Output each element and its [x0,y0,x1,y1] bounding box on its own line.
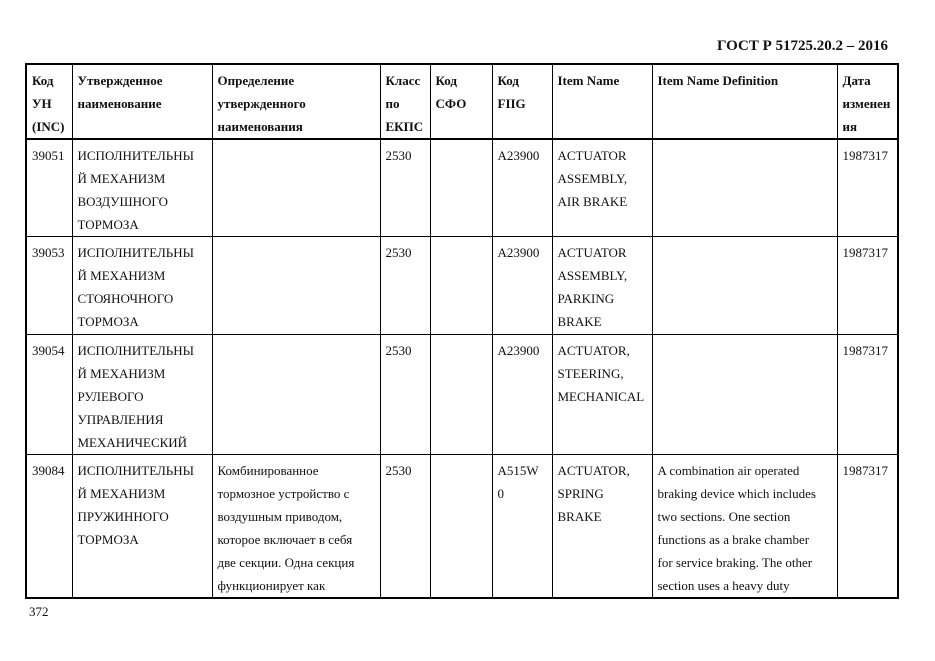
column-header: Определение утвержденного наименования [211,63,381,140]
table-cell: ACTUATOR ASSEMBLY, AIR BRAKE [551,138,653,237]
column-header: Дата изменен ия [836,63,899,140]
page-number: 372 [29,604,49,619]
table-cell: ИСПОЛНИТЕЛЬНЫ Й МЕХАНИЗМ РУЛЕВОГО УПРАВЛ… [71,334,213,455]
table-cell [651,138,838,237]
column-header: Код FIIG [491,63,553,140]
table-row: 39054 ИСПОЛНИТЕЛЬНЫ Й МЕХАНИЗМ РУЛЕВОГО У… [25,334,899,455]
table-cell: ACTUATOR, STEERING, MECHANICAL [551,334,653,455]
table-cell [211,334,381,455]
table-cell: 2530 [379,454,431,599]
column-header: Класс по ЕКПС [379,63,431,140]
column-header: Утвержденное наименование [71,63,213,140]
table-cell: ИСПОЛНИТЕЛЬНЫ Й МЕХАНИЗМ ВОЗДУШНОГО ТОРМ… [71,138,213,237]
table-cell [429,334,493,455]
table-cell [211,138,381,237]
header-row: Код УН (INC) Утвержденное наименование О… [25,63,899,140]
catalog-table: Код УН (INC) Утвержденное наименование О… [25,63,899,599]
table-cell: 1987317 [836,334,899,455]
table-cell: Комбинированное тормозное устройство с в… [211,454,381,599]
table-cell [651,334,838,455]
table-cell: A23900 [491,334,553,455]
table-cell: ACTUATOR ASSEMBLY, PARKING BRAKE [551,236,653,335]
column-header: Код СФО [429,63,493,140]
table-cell [429,454,493,599]
table-cell: ACTUATOR, SPRING BRAKE [551,454,653,599]
table-cell: 39084 [25,454,73,599]
table-cell: 2530 [379,138,431,237]
column-header: Item Name Definition [651,63,838,140]
document-title: ГОСТ Р 51725.20.2 – 2016 [716,38,888,54]
table-cell: A combination air operated braking devic… [651,454,838,599]
table-cell [429,236,493,335]
table-cell: 39051 [25,138,73,237]
table-cell: A515W 0 [491,454,553,599]
table-cell [651,236,838,335]
table-cell: 1987317 [836,138,899,237]
table-row: 39084 ИСПОЛНИТЕЛЬНЫ Й МЕХАНИЗМ ПРУЖИННОГО… [25,454,899,599]
table-cell: A23900 [491,138,553,237]
table-cell: 1987317 [836,236,899,335]
table-cell [211,236,381,335]
table-row: 39053 ИСПОЛНИТЕЛЬНЫ Й МЕХАНИЗМ СТОЯНОЧНОГ… [25,236,899,335]
table-cell: A23900 [491,236,553,335]
table-cell: 39053 [25,236,73,335]
table-cell [429,138,493,237]
table-row: 39051 ИСПОЛНИТЕЛЬНЫ Й МЕХАНИЗМ ВОЗДУШНОГО… [25,138,899,237]
table-cell: 39054 [25,334,73,455]
table-cell: ИСПОЛНИТЕЛЬНЫ Й МЕХАНИЗМ СТОЯНОЧНОГО ТОР… [71,236,213,335]
table-cell: 2530 [379,236,431,335]
table-cell: ИСПОЛНИТЕЛЬНЫ Й МЕХАНИЗМ ПРУЖИННОГО ТОРМ… [71,454,213,599]
column-header: Item Name [551,63,653,140]
column-header: Код УН (INC) [25,63,73,140]
table-cell: 1987317 [836,454,899,599]
table-cell: 2530 [379,334,431,455]
